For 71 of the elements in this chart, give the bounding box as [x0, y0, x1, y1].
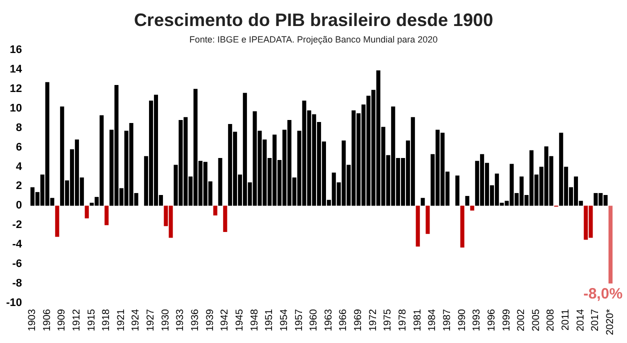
x-tick-label: 1963	[323, 308, 334, 332]
y-tick-label: 16	[10, 44, 22, 56]
x-tick-label: 1954	[278, 308, 290, 332]
x-tick-label: 1996	[486, 308, 498, 332]
bar	[416, 206, 420, 247]
bar	[465, 196, 470, 206]
bar	[608, 206, 613, 284]
x-tick-label: 2020*	[605, 308, 616, 336]
x-tick-label: 1930	[160, 308, 172, 332]
x-tick-label: 2002	[516, 308, 528, 332]
x-tick-label: 1939	[204, 308, 216, 332]
bar	[84, 206, 89, 218]
x-tick-label: 2005	[530, 308, 542, 332]
bar	[223, 206, 228, 232]
x-tick-label: 1903	[26, 308, 38, 332]
y-tick-label: 2	[16, 180, 22, 192]
x-tick-label: 1906	[42, 308, 53, 332]
x-tick-label: 1912	[71, 308, 82, 332]
bar	[104, 206, 109, 226]
bar	[213, 206, 218, 216]
x-tick-label: 1915	[86, 308, 98, 332]
x-tick-label: 1957	[294, 308, 305, 332]
y-tick-label: -4	[12, 238, 23, 251]
x-tick-label: 1924	[130, 308, 142, 332]
x-tick-label: 1987	[442, 308, 453, 332]
chart-title: Crescimento do PIB brasileiro desde 1900	[134, 10, 494, 30]
y-tick-label: 14	[10, 63, 23, 76]
x-tick-label: 1927	[146, 308, 157, 332]
bar	[55, 206, 60, 237]
bar	[420, 198, 425, 206]
x-tick-label: 1933	[175, 308, 186, 332]
x-tick-label: 1966	[338, 308, 350, 332]
data-label: -8,0%	[583, 286, 623, 303]
x-tick-label: 1981	[412, 308, 424, 332]
x-tick-label: 1972	[368, 308, 379, 332]
x-tick-label: 1918	[101, 308, 112, 332]
y-tick-label: -10	[6, 297, 22, 309]
chart-subtitle: Fonte: IBGE e IPEADATA. Projeção Banco Mundial para 2020	[189, 34, 438, 44]
x-tick-label: 1951	[264, 308, 276, 332]
x-tick-label: 1969	[353, 308, 364, 332]
x-tick-label: 1945	[234, 308, 246, 332]
x-tick-label: 1999	[501, 308, 512, 332]
x-tick-label: 1978	[398, 308, 409, 332]
y-tick-label: -8	[12, 278, 22, 290]
x-tick-label: 1936	[190, 308, 202, 332]
y-tick-label: 6	[16, 141, 22, 154]
y-tick-label: 8	[16, 122, 22, 134]
y-tick-label: 10	[10, 102, 22, 114]
x-tick-label: 1909	[56, 308, 68, 332]
x-tick-label: 1948	[249, 308, 260, 332]
bar	[460, 206, 464, 248]
x-tick-label: 2014	[575, 308, 586, 332]
x-tick-label: 1975	[382, 308, 394, 332]
x-tick-label: 2017	[590, 308, 602, 332]
y-tick-label: 4	[16, 160, 23, 173]
x-tick-label: 1990	[456, 308, 468, 332]
y-tick-label: -2	[12, 219, 22, 232]
x-tick-label: 1984	[427, 308, 438, 332]
bar	[470, 206, 474, 211]
x-tick-label: 2008	[546, 308, 557, 332]
y-tick-label: 0	[16, 200, 22, 212]
x-tick-label: 2011	[560, 308, 572, 331]
bar	[218, 158, 222, 206]
y-tick-label: -6	[12, 258, 22, 270]
x-tick-label: 1942	[220, 308, 231, 332]
bar	[426, 206, 430, 234]
x-tick-label: 1960	[308, 308, 320, 332]
x-tick-label: 1921	[116, 308, 127, 332]
bar	[455, 176, 460, 206]
x-tick-label: 1993	[472, 308, 483, 332]
y-tick-label: 12	[10, 82, 22, 95]
